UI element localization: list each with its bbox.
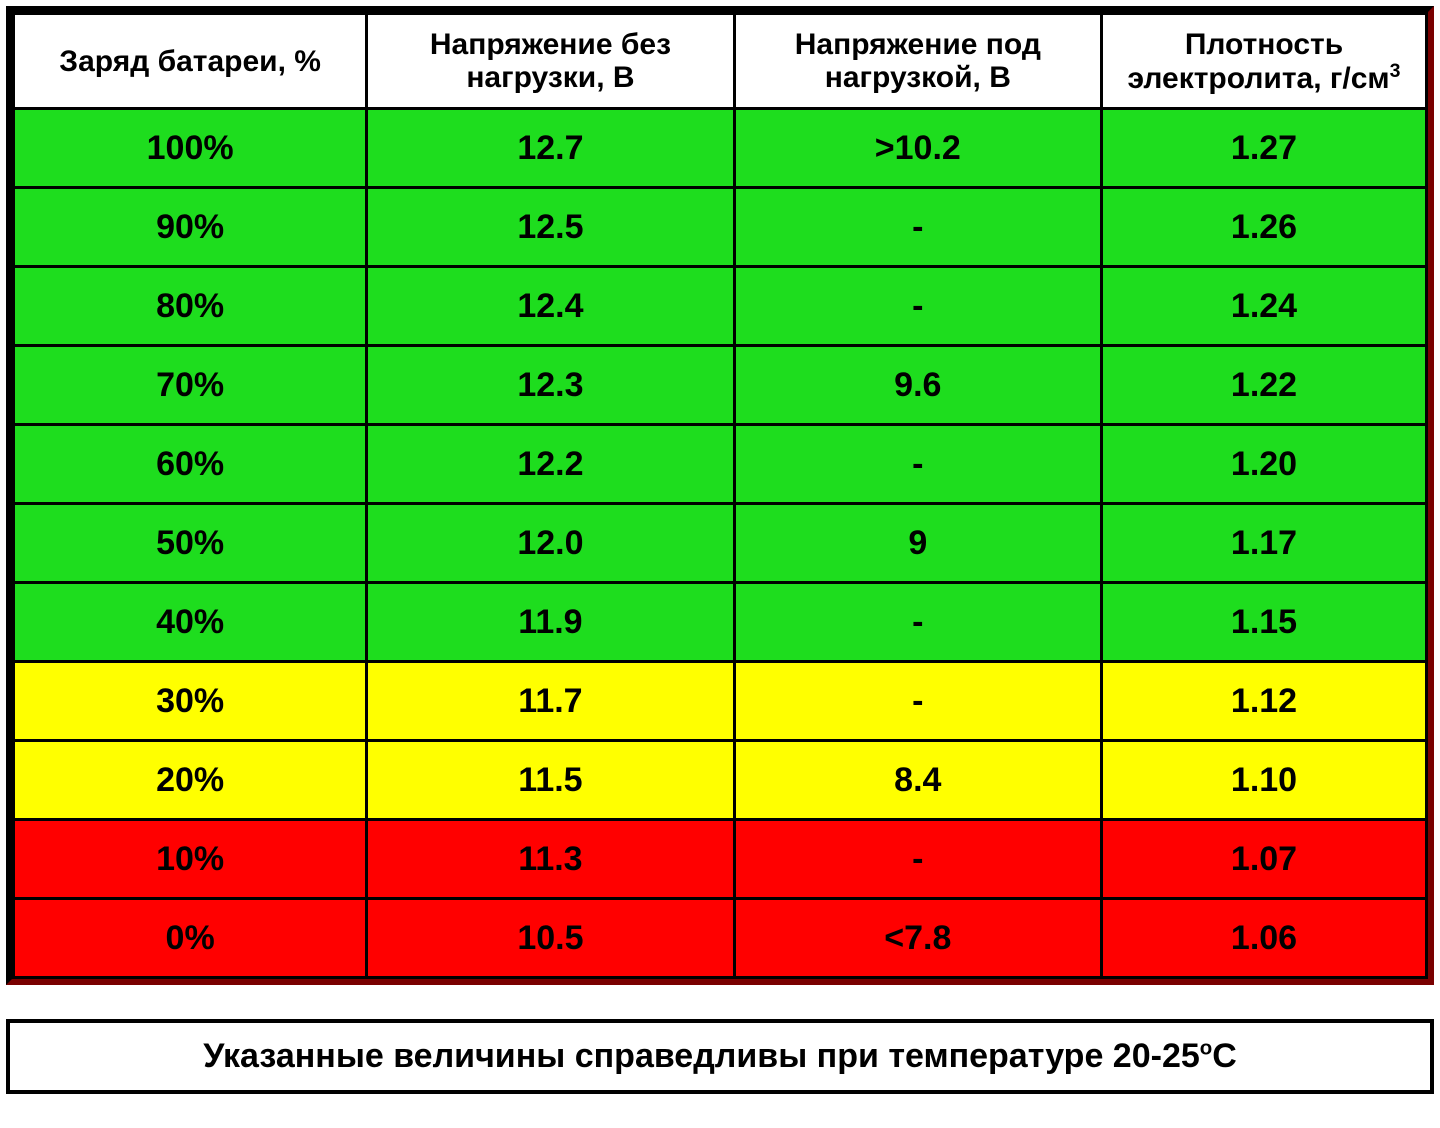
table-cell: 12.4 <box>367 267 734 346</box>
battery-charge-table: Заряд батареи, %Напряжение без нагрузки,… <box>12 12 1428 979</box>
table-cell: 60% <box>14 425 367 504</box>
column-header-label: Плотность электролита, г/см3 <box>1103 22 1425 101</box>
table-cell: 9.6 <box>734 346 1101 425</box>
table-row: 100%12.7>10.21.27 <box>14 109 1427 188</box>
table-cell: 11.7 <box>367 662 734 741</box>
table-cell: 1.15 <box>1102 583 1427 662</box>
table-cell: 12.2 <box>367 425 734 504</box>
table-cell: 1.12 <box>1102 662 1427 741</box>
table-cell: 1.26 <box>1102 188 1427 267</box>
table-cell: 90% <box>14 188 367 267</box>
table-cell: 1.27 <box>1102 109 1427 188</box>
table-cell: 1.22 <box>1102 346 1427 425</box>
table-row: 40%11.9-1.15 <box>14 583 1427 662</box>
table-cell: 1.24 <box>1102 267 1427 346</box>
table-cell: 11.3 <box>367 820 734 899</box>
table-cell: - <box>734 425 1101 504</box>
table-cell: 8.4 <box>734 741 1101 820</box>
table-cell: 12.5 <box>367 188 734 267</box>
table-cell: 1.20 <box>1102 425 1427 504</box>
column-header-1: Напряжение без нагрузки, В <box>367 14 734 109</box>
column-header-3: Плотность электролита, г/см3 <box>1102 14 1427 109</box>
table-cell: - <box>734 662 1101 741</box>
table-cell: 1.07 <box>1102 820 1427 899</box>
table-cell: - <box>734 583 1101 662</box>
table-row: 20%11.58.41.10 <box>14 741 1427 820</box>
table-cell: 11.9 <box>367 583 734 662</box>
column-header-0: Заряд батареи, % <box>14 14 367 109</box>
table-cell: 100% <box>14 109 367 188</box>
column-header-2: Напряжение под нагрузкой, В <box>734 14 1101 109</box>
table-cell: 40% <box>14 583 367 662</box>
table-cell: 0% <box>14 899 367 978</box>
table-cell: 1.10 <box>1102 741 1427 820</box>
table-cell: 1.06 <box>1102 899 1427 978</box>
table-cell: 12.0 <box>367 504 734 583</box>
table-cell: 1.17 <box>1102 504 1427 583</box>
table-cell: 10.5 <box>367 899 734 978</box>
column-header-label: Напряжение без нагрузки, В <box>368 22 732 100</box>
page: Заряд батареи, %Напряжение без нагрузки,… <box>0 0 1440 1128</box>
table-cell: <7.8 <box>734 899 1101 978</box>
table-cell: >10.2 <box>734 109 1101 188</box>
table-row: 70%12.39.61.22 <box>14 346 1427 425</box>
table-cell: 9 <box>734 504 1101 583</box>
table-row: 30%11.7-1.12 <box>14 662 1427 741</box>
table-cell: - <box>734 267 1101 346</box>
table-body: 100%12.7>10.21.2790%12.5-1.2680%12.4-1.2… <box>14 109 1427 978</box>
table-cell: 30% <box>14 662 367 741</box>
table-cell: 10% <box>14 820 367 899</box>
table-cell: - <box>734 188 1101 267</box>
table-row: 90%12.5-1.26 <box>14 188 1427 267</box>
table-row: 10%11.3-1.07 <box>14 820 1427 899</box>
table-cell: 11.5 <box>367 741 734 820</box>
column-header-label: Напряжение под нагрузкой, В <box>736 22 1100 100</box>
footer-note: Указанные величины справедливы при темпе… <box>6 1019 1434 1094</box>
battery-table-container: Заряд батареи, %Напряжение без нагрузки,… <box>6 6 1434 985</box>
table-cell: 50% <box>14 504 367 583</box>
table-cell: - <box>734 820 1101 899</box>
table-cell: 20% <box>14 741 367 820</box>
table-cell: 70% <box>14 346 367 425</box>
table-cell: 12.7 <box>367 109 734 188</box>
table-row: 80%12.4-1.24 <box>14 267 1427 346</box>
table-row: 60%12.2-1.20 <box>14 425 1427 504</box>
table-header: Заряд батареи, %Напряжение без нагрузки,… <box>14 14 1427 109</box>
table-row: 0%10.5<7.81.06 <box>14 899 1427 978</box>
table-header-row: Заряд батареи, %Напряжение без нагрузки,… <box>14 14 1427 109</box>
table-row: 50%12.091.17 <box>14 504 1427 583</box>
table-cell: 12.3 <box>367 346 734 425</box>
table-cell: 80% <box>14 267 367 346</box>
column-header-label: Заряд батареи, % <box>15 39 365 84</box>
